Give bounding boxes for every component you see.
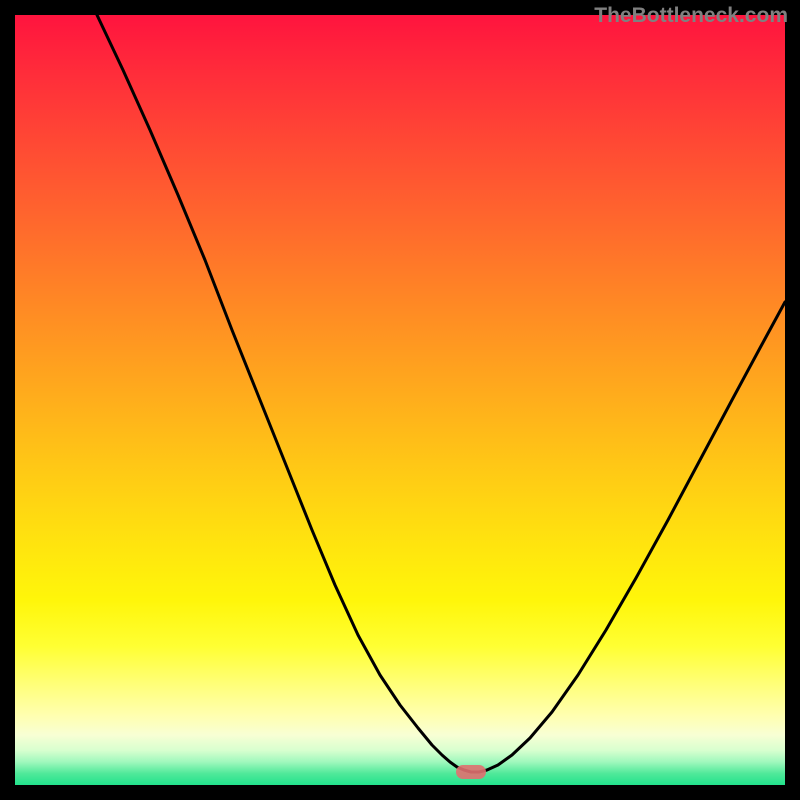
- bottleneck-marker: [456, 765, 486, 779]
- watermark-text: TheBottleneck.com: [594, 4, 788, 28]
- gradient-background: [15, 15, 785, 785]
- plot-area: [0, 0, 800, 800]
- chart-frame: TheBottleneck.com: [0, 0, 800, 800]
